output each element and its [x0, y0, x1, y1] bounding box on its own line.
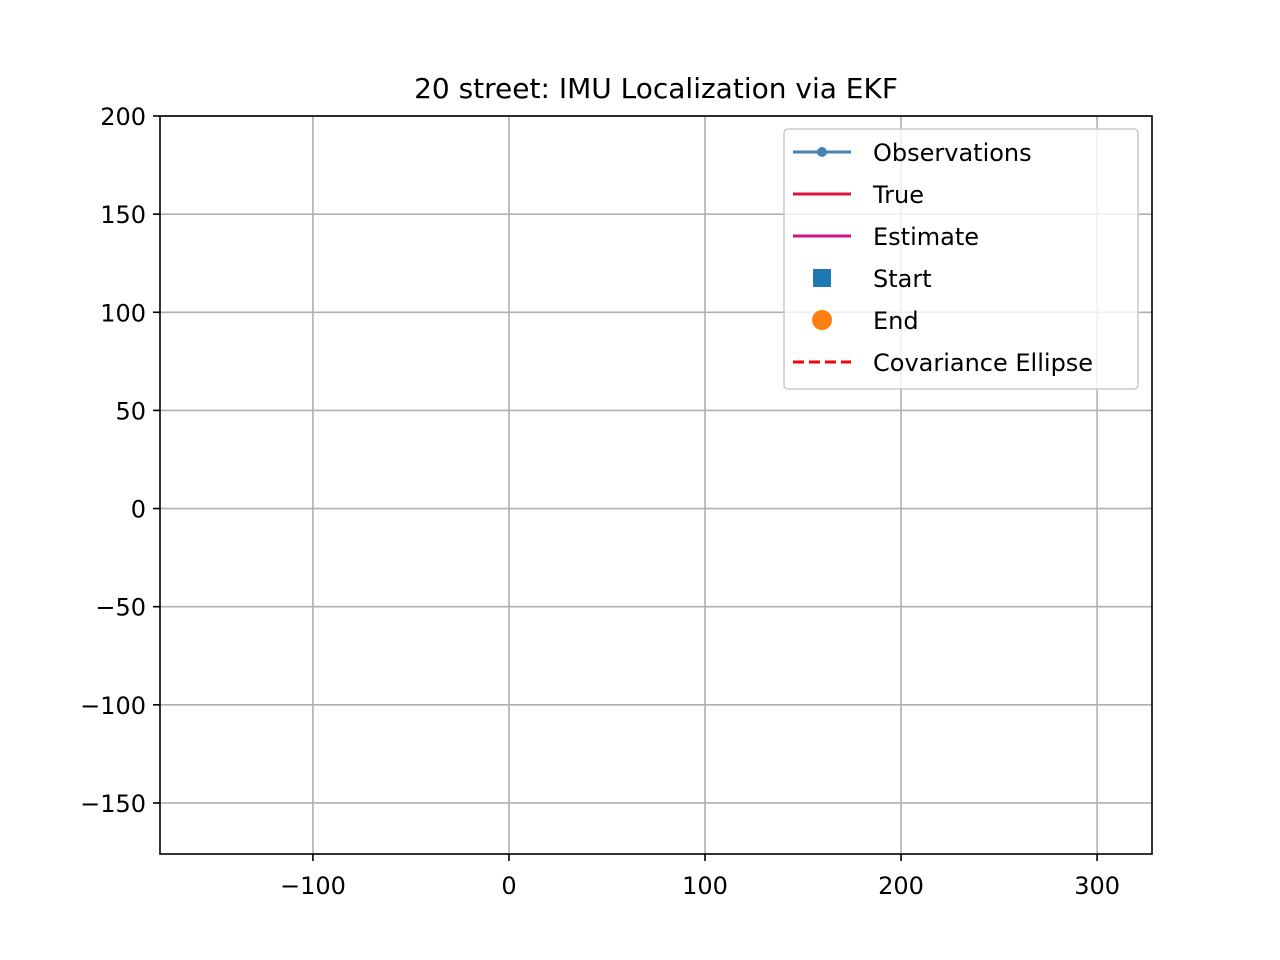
y-tick-label: 150 [100, 201, 146, 229]
y-tick-label: 200 [100, 103, 146, 131]
legend-label: Covariance Ellipse [873, 349, 1093, 377]
legend-entry: Start [813, 265, 932, 293]
x-tick-label: 300 [1074, 872, 1120, 900]
y-tick-label: −150 [80, 790, 146, 818]
legend-entry: End [812, 307, 919, 335]
x-tick-label: −100 [280, 872, 346, 900]
legend-entry: Estimate [793, 223, 979, 251]
legend-entry: Observations [793, 139, 1032, 167]
legend-box [783, 128, 1139, 390]
legend-label: Start [873, 265, 932, 293]
x-tick-label: 100 [682, 872, 728, 900]
y-tick-label: 100 [100, 299, 146, 327]
legend-dot-icon [817, 147, 827, 157]
legend-label: True [872, 181, 924, 209]
legend-label: Observations [873, 139, 1032, 167]
x-tick-label: 0 [501, 872, 516, 900]
chart-title: 20 street: IMU Localization via EKF [414, 72, 898, 105]
y-axis: −150 −100 −50 0 50 100 150 200 [80, 103, 160, 818]
y-tick-label: 50 [115, 397, 146, 425]
plot-area-frame [159, 115, 1153, 855]
legend-label: End [873, 307, 919, 335]
x-axis: −100 0 100 200 300 [280, 854, 1120, 900]
y-tick-label: 0 [131, 496, 146, 524]
x-tick-label: 200 [878, 872, 924, 900]
y-tick-label: −50 [95, 594, 146, 622]
legend-entry: True [793, 181, 924, 209]
y-tick-label: −100 [80, 692, 146, 720]
legend-square-icon [813, 269, 831, 287]
legend-circle-icon [812, 310, 832, 330]
legend: Observations True Estimate Start End Covarian… [783, 128, 1139, 390]
legend-label: Estimate [873, 223, 979, 251]
legend-entry: Covariance Ellipse [793, 349, 1093, 377]
